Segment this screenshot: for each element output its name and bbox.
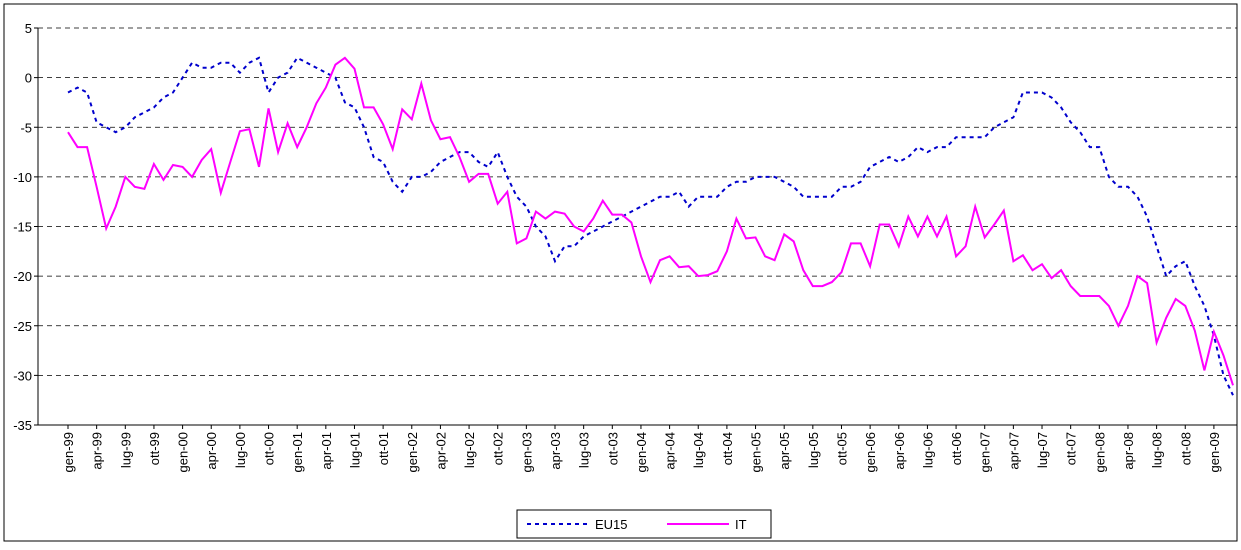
legend-label: EU15	[595, 517, 628, 532]
legend-label: IT	[735, 517, 747, 532]
x-tick-label: gen-00	[176, 432, 191, 472]
x-tick-label: ott-08	[1178, 432, 1193, 465]
x-tick-label: ott-02	[491, 432, 506, 465]
chart-frame	[3, 3, 1238, 542]
x-tick-label: apr-01	[319, 432, 334, 470]
x-tick-label: gen-08	[1092, 432, 1107, 472]
y-tick-label: -25	[13, 319, 32, 334]
x-tick-label: apr-02	[433, 432, 448, 470]
x-tick-label: lug-00	[233, 432, 248, 468]
x-tick-label: ott-07	[1064, 432, 1079, 465]
x-tick-label: gen-99	[61, 432, 76, 472]
series-line	[67, 56, 1234, 386]
x-tick-label: gen-09	[1207, 432, 1222, 472]
x-tick-label: gen-05	[749, 432, 764, 472]
x-tick-label: apr-00	[204, 432, 219, 470]
x-tick-label: gen-01	[290, 432, 305, 472]
y-tick-label: -35	[13, 418, 32, 433]
x-tick-label: lug-04	[691, 432, 706, 468]
x-tick-label: ott-04	[720, 432, 735, 465]
y-tick-label: -10	[13, 170, 32, 185]
x-tick-label: ott-00	[262, 432, 277, 465]
x-tick-label: apr-04	[663, 432, 678, 470]
x-tick-label: lug-06	[920, 432, 935, 468]
x-tick-label: gen-04	[634, 432, 649, 472]
y-tick-label: -5	[20, 120, 32, 135]
x-tick-label: ott-03	[605, 432, 620, 465]
x-tick-label: lug-08	[1150, 432, 1165, 468]
x-tick-label: apr-07	[1006, 432, 1021, 470]
x-tick-label: gen-06	[863, 432, 878, 472]
y-tick-label: 5	[25, 21, 32, 36]
x-tick-label: gen-02	[405, 432, 420, 472]
x-tick-label: apr-99	[90, 432, 105, 470]
x-tick-label: ott-01	[376, 432, 391, 465]
x-tick-label: apr-06	[892, 432, 907, 470]
legend: EU15 IT	[516, 509, 772, 539]
x-tick-label: lug-01	[347, 432, 362, 468]
x-tick-label: ott-06	[949, 432, 964, 465]
x-tick-label: apr-03	[548, 432, 563, 470]
x-tick-label: lug-05	[806, 432, 821, 468]
y-tick-label: -15	[13, 220, 32, 235]
x-tick-label: lug-07	[1035, 432, 1050, 468]
x-tick-label: lug-03	[577, 432, 592, 468]
legend-box	[516, 509, 772, 539]
x-tick-label: apr-05	[777, 432, 792, 470]
y-tick-label: -20	[13, 269, 32, 284]
x-tick-label: gen-03	[519, 432, 534, 472]
x-tick-label: ott-99	[147, 432, 162, 465]
y-tick-label: -30	[13, 368, 32, 383]
x-tick-label: lug-99	[118, 432, 133, 468]
x-tick-label: ott-05	[834, 432, 849, 465]
x-tick-label: apr-08	[1121, 432, 1136, 470]
x-tick-label: gen-07	[978, 432, 993, 472]
x-tick-label: lug-02	[462, 432, 477, 468]
y-tick-label: 0	[25, 71, 32, 86]
